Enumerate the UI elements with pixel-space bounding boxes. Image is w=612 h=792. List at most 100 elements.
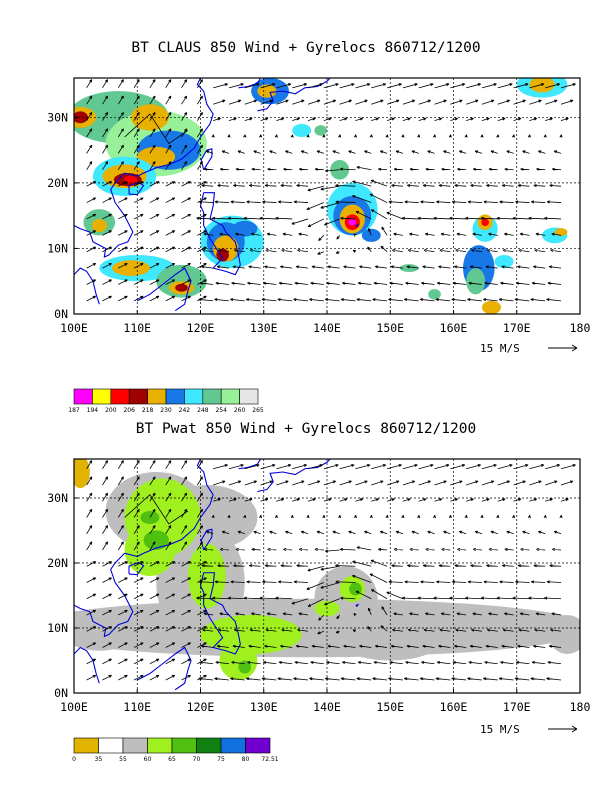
wind-vector — [202, 628, 214, 632]
wind-vector — [417, 514, 421, 519]
wind-vector — [86, 279, 97, 285]
wind-vector — [133, 593, 144, 600]
wind-vector — [470, 564, 482, 568]
wind-vector — [149, 642, 160, 648]
wind-vector — [86, 161, 93, 170]
wind-vector — [424, 612, 435, 616]
wind-vector — [196, 508, 203, 518]
wind-vector — [381, 606, 388, 616]
wind-vector — [149, 213, 160, 220]
shaded-region — [187, 543, 226, 609]
wind-vector — [434, 480, 447, 486]
wind-vector — [352, 195, 372, 203]
wind-vector — [528, 596, 546, 600]
wind-vector — [533, 644, 546, 648]
wind-vector — [197, 263, 207, 269]
wind-vector — [118, 658, 128, 665]
wind-vector — [372, 298, 388, 302]
wind-vector — [197, 561, 207, 567]
wind-vector — [324, 218, 340, 226]
wind-vector — [102, 460, 109, 469]
colorbar-label: 206 — [123, 407, 135, 414]
wind-vector — [232, 265, 245, 269]
wind-vector — [501, 644, 514, 648]
wind-vector — [309, 677, 324, 681]
wind-vector — [436, 281, 451, 285]
wind-vector — [395, 150, 404, 154]
wind-vector — [102, 197, 112, 203]
wind-vector — [548, 265, 562, 269]
x-tick-label: 130E — [250, 700, 278, 714]
wind-vector — [276, 464, 292, 470]
plot-area-2 — [74, 459, 580, 693]
wind-vector — [481, 480, 495, 486]
wind-vector — [467, 298, 483, 302]
wind-vector — [551, 232, 562, 236]
wind-vector — [280, 644, 293, 648]
shaded-region — [554, 228, 568, 236]
wind-vector — [317, 630, 324, 635]
wind-vector — [196, 144, 203, 154]
wind-vector — [450, 83, 466, 89]
wind-vector — [281, 249, 293, 253]
wind-vector — [86, 658, 97, 665]
wind-vector — [86, 492, 93, 502]
wind-vector — [133, 492, 140, 502]
wind-vector — [277, 200, 293, 204]
wind-vector — [418, 464, 434, 470]
wind-vector — [488, 612, 498, 616]
wind-vector — [490, 530, 498, 535]
wind-vector — [215, 281, 230, 285]
wind-vector — [311, 644, 324, 648]
wind-vector — [452, 281, 467, 285]
wind-vector — [379, 150, 388, 154]
wind-vector — [418, 480, 431, 486]
wind-vector — [423, 249, 435, 253]
x-tick-label: 100E — [60, 700, 88, 714]
wind-vector — [276, 99, 289, 105]
coastline — [136, 646, 192, 691]
wind-vector — [471, 628, 483, 632]
wind-vector — [454, 564, 467, 568]
wind-vector — [102, 508, 109, 518]
wind-vector — [149, 95, 156, 105]
wind-vector — [196, 492, 203, 502]
wind-vector — [480, 216, 498, 220]
colorbar-swatch — [92, 388, 112, 405]
wind-vector — [402, 498, 411, 502]
wind-vector — [335, 250, 340, 254]
colorbar-swatch — [184, 388, 204, 405]
wind-vector — [181, 577, 191, 583]
wind-vector — [231, 660, 245, 665]
wind-vector — [323, 117, 332, 121]
wind-vector — [440, 232, 451, 236]
x-tick-label: 160E — [440, 321, 468, 335]
wind-vector — [474, 150, 483, 154]
wind-vector — [246, 200, 261, 204]
wind-vector — [538, 150, 546, 154]
wind-vector — [300, 150, 309, 154]
wind-vector — [118, 181, 128, 187]
wind-vector — [149, 609, 160, 616]
wind-vector — [133, 525, 140, 534]
wind-vector — [327, 265, 340, 269]
wind-vector — [149, 561, 160, 567]
top-chart-title: BT CLAUS 850 Wind + Gyrelocs 860712/1200 — [131, 40, 481, 56]
wind-vector — [326, 660, 340, 665]
wind-vector — [181, 295, 191, 302]
wind-vector — [165, 295, 176, 302]
wind-vector — [235, 612, 245, 616]
wind-vector — [283, 547, 293, 551]
wind-vector — [370, 179, 388, 187]
y-tick-label: 20N — [47, 176, 68, 190]
wind-vector — [307, 480, 321, 486]
wind-vector — [260, 480, 273, 486]
wind-vector — [274, 134, 278, 138]
wind-vector — [233, 564, 245, 568]
wind-vector — [181, 561, 191, 567]
reference-vector-arrow — [548, 725, 578, 733]
wind-vector — [488, 232, 498, 236]
wind-vector — [497, 83, 513, 89]
wind-vector — [86, 642, 97, 648]
wind-vector — [420, 580, 435, 584]
